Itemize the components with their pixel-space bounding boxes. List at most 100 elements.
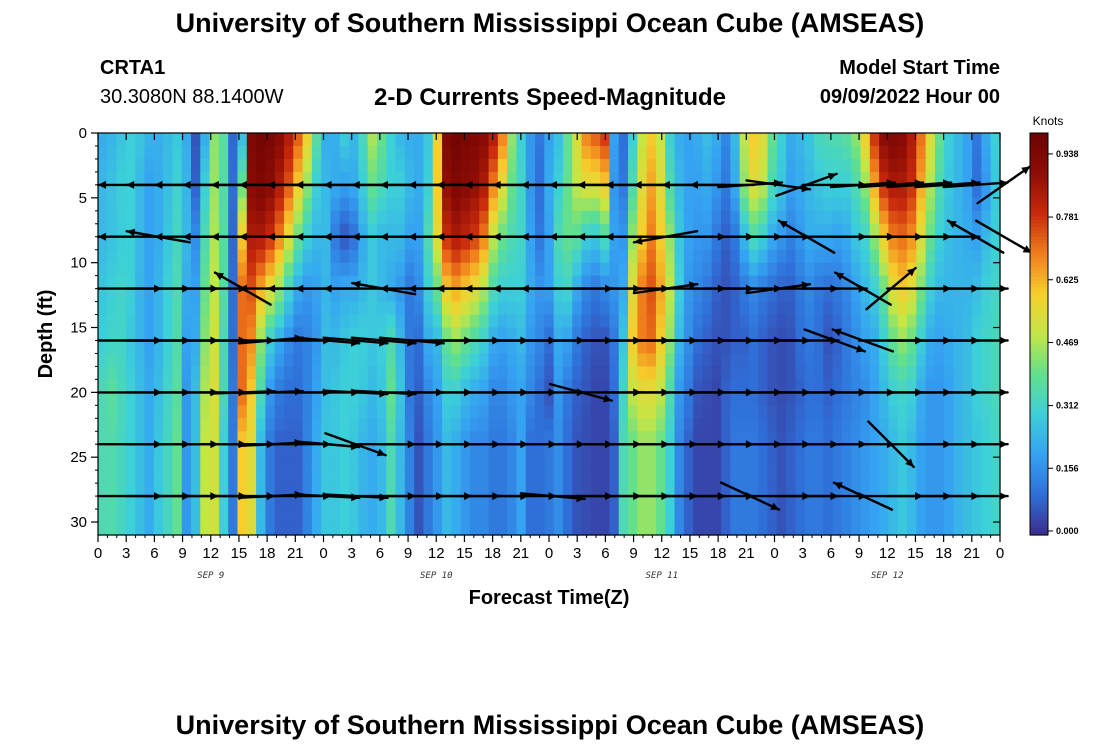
heatmap-cell — [953, 262, 964, 277]
heatmap-cell — [897, 210, 908, 225]
heatmap-cell — [246, 392, 257, 406]
heatmap-cell — [776, 249, 787, 264]
heatmap-cell — [748, 301, 759, 316]
colorbar-swatch — [1030, 511, 1048, 516]
heatmap-cell — [609, 379, 620, 393]
heatmap-cell — [516, 197, 527, 212]
colorbar-swatch — [1030, 166, 1048, 171]
heatmap-cell — [869, 184, 880, 199]
heatmap-cell — [814, 314, 824, 329]
heatmap-cell — [562, 197, 573, 212]
heatmap-cell — [776, 340, 787, 355]
heatmap-cell — [972, 210, 982, 225]
heatmap-cell — [637, 366, 648, 380]
heatmap-cell — [841, 314, 852, 329]
heatmap-cell — [497, 392, 508, 406]
heatmap-cell — [311, 340, 322, 355]
heatmap-cell — [488, 353, 499, 368]
heatmap-cell — [962, 431, 973, 445]
heatmap-cell — [618, 249, 629, 264]
heatmap-cell — [274, 197, 285, 212]
heatmap-cell — [535, 288, 545, 303]
heatmap-cell — [711, 353, 722, 368]
heatmap-cell — [590, 353, 601, 368]
heatmap-cell — [98, 327, 108, 342]
heatmap-cell — [404, 366, 415, 380]
heatmap-cell — [786, 405, 797, 419]
heatmap-cell — [962, 236, 973, 251]
station-coordinates: 30.3080N 88.1400W — [100, 86, 284, 108]
heatmap-cell — [218, 171, 229, 186]
vector-head — [267, 180, 276, 189]
heatmap-cell — [256, 133, 266, 147]
heatmap-cell — [507, 288, 518, 303]
vector-head — [238, 232, 247, 241]
heatmap-cell — [562, 223, 573, 238]
heatmap-cell — [451, 249, 462, 264]
heatmap-cell — [888, 288, 899, 303]
heatmap-cell — [256, 262, 266, 277]
heatmap-cell — [283, 470, 294, 484]
heatmap-cell — [795, 145, 806, 160]
heatmap-cell — [181, 236, 192, 251]
heatmap-cell — [972, 379, 982, 393]
heatmap-cell — [460, 301, 471, 316]
heatmap-cell — [339, 249, 350, 264]
heatmap-cell — [274, 418, 285, 432]
heatmap-cell — [758, 457, 769, 471]
heatmap-cell — [442, 418, 452, 432]
heatmap-cell — [116, 340, 127, 355]
heatmap-cell — [897, 249, 908, 264]
heatmap-cell — [293, 184, 304, 199]
heatmap-cell — [246, 470, 257, 484]
heatmap-cell — [432, 314, 443, 329]
heatmap-cell — [228, 457, 239, 471]
heatmap-cell — [246, 288, 257, 303]
heatmap-cell — [665, 457, 676, 471]
y-axis-title: Depth (ft) — [35, 290, 57, 379]
heatmap-cell — [414, 210, 425, 225]
heatmap-cell — [841, 444, 852, 458]
heatmap-cell — [125, 353, 136, 368]
heatmap-cell — [646, 418, 657, 432]
heatmap-cell — [116, 405, 127, 419]
heatmap-cell — [823, 366, 834, 380]
heatmap-cell — [349, 405, 359, 419]
heatmap-cell — [218, 483, 229, 497]
heatmap-cell — [116, 392, 127, 406]
heatmap-cell — [246, 236, 257, 251]
heatmap-cell — [330, 301, 341, 316]
heatmap-cell — [237, 392, 248, 406]
heatmap-cell — [553, 392, 564, 406]
heatmap-cell — [553, 158, 564, 173]
heatmap-cell — [888, 249, 899, 264]
heatmap-cell — [451, 405, 462, 419]
heatmap-cell — [423, 496, 434, 510]
heatmap-cell — [637, 184, 648, 199]
heatmap-cell — [135, 301, 146, 316]
heatmap-cell — [748, 340, 759, 355]
heatmap-cell — [897, 496, 908, 510]
heatmap-cell — [693, 184, 704, 199]
heatmap-cell — [293, 353, 304, 368]
colorbar-swatch — [1030, 504, 1048, 509]
heatmap-cell — [181, 444, 192, 458]
heatmap-cell — [349, 197, 359, 212]
heatmap-cell — [572, 457, 583, 471]
heatmap-cell — [739, 236, 750, 251]
heatmap-cell — [190, 444, 201, 458]
heatmap-cell — [293, 158, 304, 173]
heatmap-cell — [349, 223, 359, 238]
heatmap-cell — [153, 314, 164, 329]
heatmap-cell — [590, 457, 601, 471]
heatmap-cell — [925, 431, 936, 445]
heatmap-cell — [469, 288, 480, 303]
heatmap-cell — [925, 340, 936, 355]
heatmap-cell — [330, 210, 341, 225]
heatmap-cell — [646, 470, 657, 484]
heatmap-cell — [925, 405, 936, 419]
heatmap-cell — [702, 275, 713, 290]
heatmap-cell — [274, 133, 285, 147]
heatmap-cell — [172, 327, 183, 342]
heatmap-cell — [265, 353, 276, 368]
